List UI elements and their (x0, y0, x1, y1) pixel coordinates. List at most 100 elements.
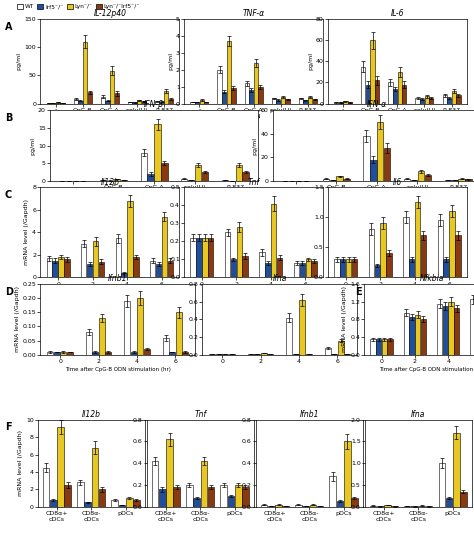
Title: IFN-β: IFN-β (144, 100, 164, 110)
Bar (437, 304, 442, 355)
Bar (93, 241, 98, 277)
Title: Il12b: Il12b (82, 410, 101, 419)
Bar (120, 180, 127, 181)
Bar (150, 261, 155, 277)
Bar (370, 340, 376, 355)
Title: IL-12p40: IL-12p40 (93, 9, 126, 19)
Bar (156, 264, 161, 277)
Bar (265, 263, 271, 277)
Bar (295, 505, 302, 507)
Bar (272, 99, 276, 104)
Title: IFN-α: IFN-α (367, 100, 387, 110)
Bar (99, 262, 104, 277)
Bar (380, 223, 386, 277)
Bar (169, 99, 173, 104)
Title: Ifna: Ifna (273, 274, 287, 283)
Bar (334, 102, 338, 104)
Bar (415, 203, 420, 277)
Bar (344, 441, 351, 507)
Bar (225, 233, 230, 277)
Bar (299, 300, 305, 355)
Bar (425, 96, 429, 104)
Bar (152, 461, 158, 507)
Title: Ifnb1: Ifnb1 (108, 274, 128, 283)
Bar (92, 352, 98, 355)
Bar (425, 175, 431, 181)
Bar (363, 136, 370, 181)
Bar (133, 500, 140, 507)
Bar (453, 433, 460, 507)
Bar (87, 264, 92, 277)
Bar (169, 352, 175, 355)
Bar (411, 180, 417, 181)
Bar (268, 506, 274, 507)
Bar (465, 179, 472, 181)
Bar (64, 485, 71, 507)
Bar (195, 102, 199, 104)
Bar (200, 100, 204, 104)
Bar (168, 261, 173, 277)
Bar (208, 487, 214, 507)
Bar (458, 179, 465, 181)
Bar (387, 340, 392, 355)
Bar (376, 340, 381, 355)
Bar (73, 99, 78, 104)
Bar (99, 318, 105, 355)
Bar (50, 500, 56, 507)
Bar (312, 99, 317, 104)
Bar (195, 165, 201, 181)
Bar (159, 489, 165, 507)
Bar (249, 90, 254, 104)
Bar (58, 257, 64, 277)
Bar (202, 238, 208, 277)
Bar (228, 496, 234, 507)
Bar (308, 97, 312, 104)
Bar (377, 122, 383, 181)
Bar (448, 302, 454, 355)
X-axis label: Time after CpG-B ODN stimulation (hr): Time after CpG-B ODN stimulation (hr) (201, 289, 307, 294)
Bar (294, 263, 299, 277)
Bar (329, 180, 336, 181)
Bar (277, 258, 283, 277)
Bar (77, 482, 84, 507)
Bar (222, 180, 228, 181)
Bar (254, 63, 258, 104)
Y-axis label: pg/ml: pg/ml (253, 136, 258, 155)
Bar (286, 318, 292, 355)
Y-axis label: mRNA level (/Gapdh): mRNA level (/Gapdh) (24, 199, 29, 265)
Bar (46, 258, 52, 277)
Bar (276, 100, 281, 104)
Bar (60, 103, 64, 104)
Bar (231, 259, 236, 277)
Bar (242, 487, 249, 507)
Bar (471, 299, 474, 355)
Bar (384, 505, 391, 507)
Bar (382, 340, 387, 355)
Bar (155, 124, 161, 181)
Bar (160, 102, 164, 104)
Y-axis label: mRNA level (/Gapdh): mRNA level (/Gapdh) (343, 286, 347, 353)
Title: Tnf: Tnf (247, 178, 260, 187)
Bar (105, 352, 111, 355)
Title: Il6: Il6 (393, 178, 402, 187)
Bar (163, 338, 169, 355)
Bar (67, 352, 73, 355)
Bar (371, 40, 375, 104)
Bar (343, 101, 347, 104)
Bar (128, 102, 132, 104)
Bar (370, 160, 376, 181)
Bar (306, 354, 312, 355)
Bar (235, 485, 242, 507)
Bar (348, 102, 352, 104)
Bar (415, 315, 420, 355)
Bar (118, 505, 125, 507)
Bar (188, 180, 194, 181)
Bar (306, 259, 311, 277)
Bar (438, 463, 445, 507)
Text: D: D (5, 287, 13, 296)
Bar (454, 308, 459, 355)
Bar (43, 468, 49, 507)
Bar (299, 99, 303, 104)
Bar (131, 352, 137, 355)
Bar (339, 102, 343, 104)
